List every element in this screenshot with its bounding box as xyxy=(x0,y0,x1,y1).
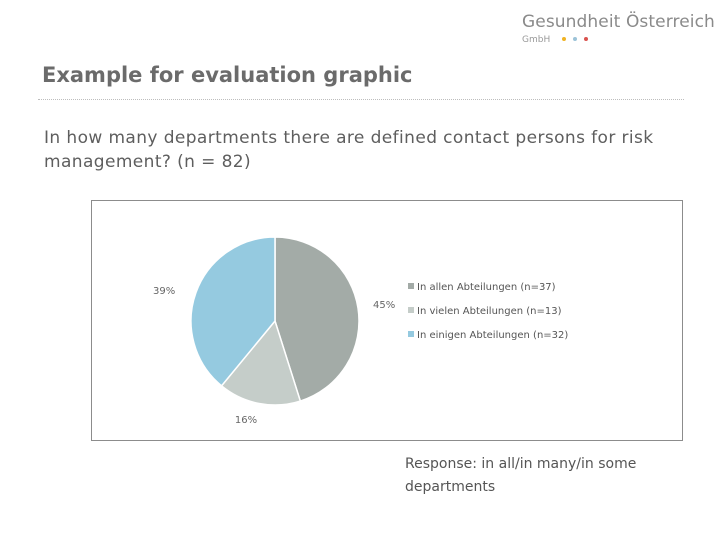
pie-slice-label: 45% xyxy=(373,300,395,311)
pie-slice-label: 16% xyxy=(235,415,257,426)
legend-swatch xyxy=(408,283,414,289)
pie-slice xyxy=(190,236,276,387)
title-divider xyxy=(38,99,684,100)
slide-title: Example for evaluation graphic xyxy=(42,63,413,87)
logo-dot-blue xyxy=(573,37,577,41)
chart-frame: 45% 16% 39% In allen Abteilungen (n=37) In v… xyxy=(91,200,683,441)
logo: Gesundheit Österreich GmbH xyxy=(522,12,715,45)
response-caption: Response: in all/in many/in some departm… xyxy=(405,456,637,495)
legend-swatch xyxy=(408,307,414,313)
survey-question: In how many departments there are define… xyxy=(44,128,654,172)
logo-dots xyxy=(562,37,588,41)
legend-label: In vielen Abteilungen (n=13) xyxy=(417,306,562,317)
legend-label: In allen Abteilungen (n=37) xyxy=(417,282,556,293)
legend-label: In einigen Abteilungen (n=32) xyxy=(417,330,568,341)
logo-subtitle: GmbH xyxy=(522,35,551,45)
logo-name: Gesundheit Österreich xyxy=(522,12,715,32)
legend-swatch xyxy=(408,331,414,337)
pie-slice xyxy=(274,236,360,403)
pie-chart: 45% 16% 39% In allen Abteilungen (n=37) In v… xyxy=(153,236,568,426)
logo-dot-red xyxy=(584,37,588,41)
pie-slice xyxy=(220,319,302,406)
logo-dot-yellow xyxy=(562,37,566,41)
pie-slice-label: 39% xyxy=(153,286,175,297)
